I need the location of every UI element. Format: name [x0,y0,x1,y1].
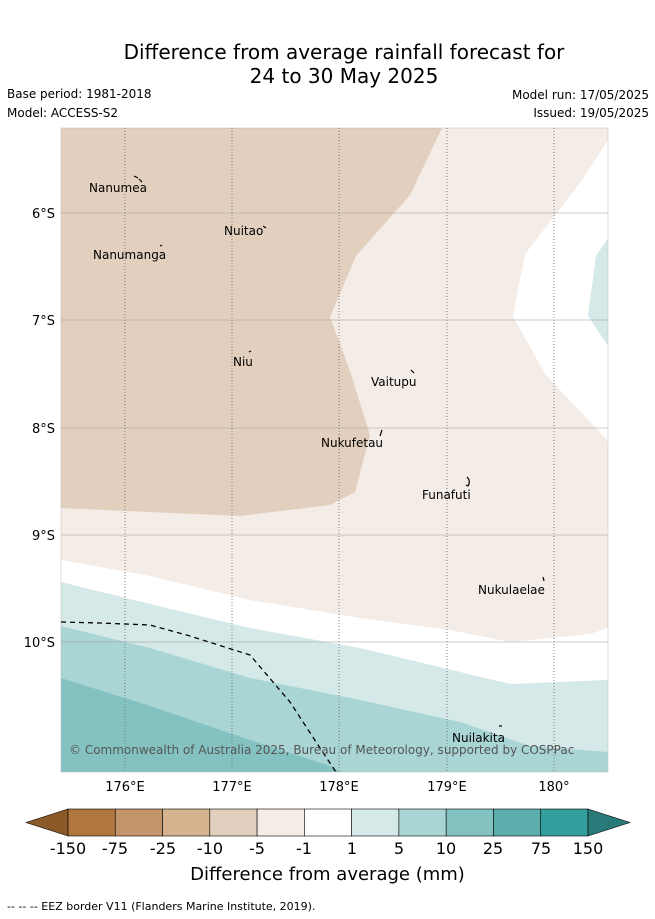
colorbar-title: Difference from average (mm) [190,864,465,885]
lon-tick-label: 176°E [105,780,145,795]
colorbar-segment [351,808,400,837]
lat-tick-label: 7°S [32,314,55,329]
colorbar-tick-label: 10 [435,839,457,858]
map-frame [60,127,609,773]
colorbar-extend-high [587,808,631,837]
island-niu [248,350,252,353]
band-minus10-minus5 [61,128,442,516]
lat-axis-labels: 6°S 7°S 8°S 9°S 10°S [24,207,55,651]
island-shapes [133,175,545,727]
place-label: Nuitao [224,224,263,238]
colorbar-segment [67,808,116,837]
colorbar-tick-label: 5 [393,839,405,858]
place-label: Nanumea [89,181,147,195]
colorbar-segment [304,808,352,837]
model-text: Model: ACCESS-S2 [7,106,119,120]
place-label: Nuilakita [452,731,505,745]
colorbar-segment [445,808,494,837]
place-label: Nanumanga [93,248,166,262]
colorbar-tick-label: 150 [572,839,604,858]
place-label: Funafuti [422,488,471,502]
colorbar [25,808,631,837]
place-label: Nukufetau [321,436,383,450]
place-labels: Nanumea Nuitao Nanumanga Niu Vaitupu Nuk… [89,181,545,745]
model-run-text: Model run: 17/05/2025 [511,88,649,102]
colorbar-segment [540,808,589,837]
colorbar-tick-label: 1 [346,839,358,858]
base-period-text: Base period: 1981-2018 [7,87,152,101]
place-label: Niu [233,355,253,369]
island-nukufetau [379,429,383,437]
colorbar-extend-low [25,808,69,837]
colorbar-segment [256,808,305,837]
island-nanumanga [159,244,163,247]
band-1-5-east [588,238,608,346]
title-line-1: Difference from average rainfall forecas… [123,40,565,64]
colorbar-tick-label: 25 [482,839,504,858]
lon-tick-label: 178°E [319,780,359,795]
island-funafuti [465,476,470,487]
colorbar-segment [398,808,447,837]
eez-border-line [60,621,337,773]
island-nanumea [133,175,143,183]
eez-legend-text: -- -- -- EEZ border V11 (Flanders Marine… [7,900,316,913]
band-10-25-south [61,678,340,772]
place-label: Vaitupu [371,375,417,389]
chart-title: Difference from average rainfall forecas… [0,40,655,88]
colorbar-tick-label: 75 [530,839,552,858]
colorbar-segment [209,808,258,837]
lon-tick-label: 179°E [427,780,467,795]
colorbar-tick-label: -75 [101,839,129,858]
island-vaitupu [410,369,415,374]
colorbar-tick-label: -5 [249,839,265,858]
issued-text: Issued: 19/05/2025 [533,106,649,120]
lon-tick-label: 177°E [212,780,252,795]
lon-tick-label: 180° [538,780,569,795]
colorbar-tick-label: -25 [149,839,177,858]
colorbar-segment [493,808,542,837]
colorbar-tick-label: -150 [49,839,87,858]
lat-tick-label: 8°S [32,422,55,437]
graticule-meridians [124,128,555,772]
lon-axis-labels: 176°E 177°E 178°E 179°E 180° [105,780,569,795]
colorbar-tick-label: -10 [196,839,224,858]
lat-tick-label: 6°S [32,207,55,222]
lat-tick-label: 9°S [32,529,55,544]
copyright-text: © Commonwealth of Australia 2025, Bureau… [69,743,574,757]
place-label: Nukulaelae [478,583,545,597]
colorbar-segment [114,808,163,837]
band-minus1-plus1-east [513,140,608,441]
lat-tick-label: 10°S [24,636,55,651]
title-line-2: 24 to 30 May 2025 [249,64,439,88]
colorbar-tick-label: -1 [296,839,312,858]
colorbar-segment [162,808,211,837]
graticule-parallels [61,212,608,643]
map-area [61,128,608,772]
island-nukulaelae [542,576,545,582]
island-nuitao [262,225,267,229]
